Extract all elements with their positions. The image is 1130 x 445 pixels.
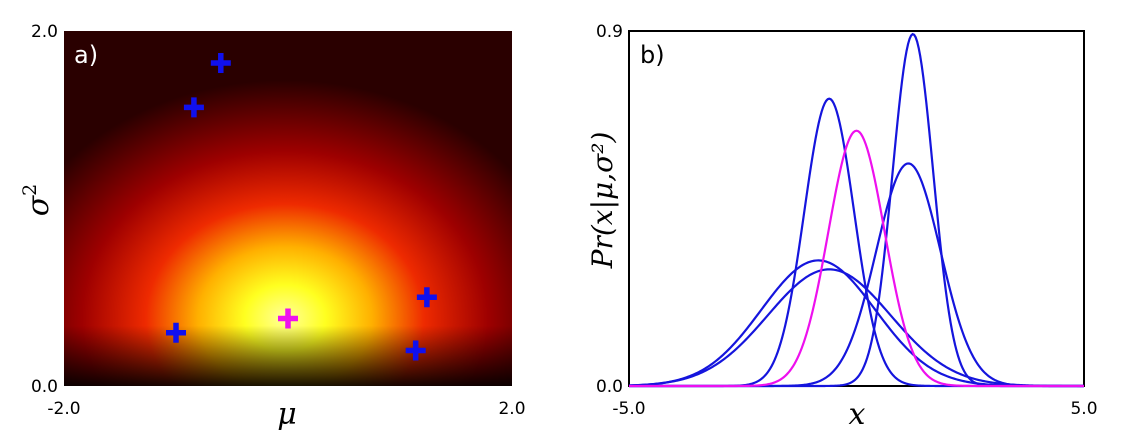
sample-marker-4 (416, 287, 437, 308)
b-xlabel: x (849, 397, 866, 432)
sample-marker-3 (166, 322, 186, 343)
sample-markers (166, 52, 437, 361)
a-ylabel-base: σ (21, 194, 56, 216)
b-xtick-right: 5.0 (1070, 399, 1097, 419)
panel-a: a) 2.0 0.0 -2.0 2.0 μ σ2 (19, 22, 526, 432)
b-ytick-bottom: 0.0 (596, 377, 623, 397)
a-ytick-top: 2.0 (31, 22, 58, 42)
a-ylabel: σ2 (19, 184, 56, 217)
a-xtick-right: 2.0 (498, 399, 525, 419)
best-marker (278, 308, 298, 329)
curve-best-fit (629, 129, 1084, 388)
heatmap-bottom-shade (64, 31, 512, 386)
sample-marker-5 (405, 340, 426, 361)
panel-a-label: a) (74, 41, 98, 69)
b-xtick-left: -5.0 (612, 399, 645, 419)
a-xtick-left: -2.0 (47, 399, 80, 419)
density-curves (628, 32, 1084, 388)
b-ytick-top: 0.9 (596, 22, 623, 42)
a-ylabel-sup: 2 (19, 184, 41, 196)
panel-b: b) 0.9 0.0 -5.0 5.0 x Pr(x|μ,σ²) (586, 22, 1098, 432)
panel-b-label: b) (640, 41, 665, 69)
a-xlabel: μ (277, 397, 297, 432)
sample-marker-2 (183, 97, 204, 118)
b-ylabel: Pr(x|μ,σ²) (586, 132, 619, 270)
plot-frame (628, 30, 1085, 387)
sample-marker-1 (210, 52, 231, 73)
a-ytick-bottom: 0.0 (31, 377, 58, 397)
curve-sample-5 (628, 268, 1084, 388)
